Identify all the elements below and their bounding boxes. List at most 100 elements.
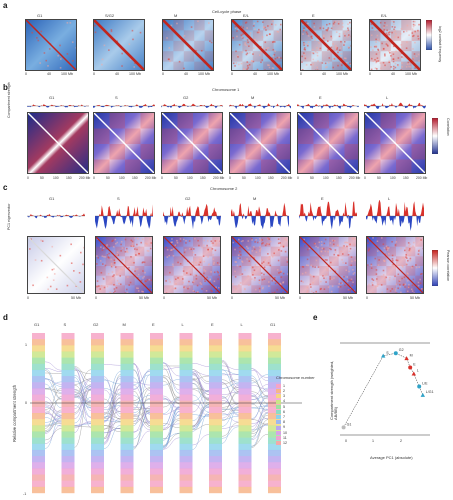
panel-d-bar-2-10 (91, 394, 104, 401)
panel-d-bar-0-2 (32, 345, 45, 352)
panel-d-legend-swatch-6 (276, 415, 281, 420)
panel-d-flow (74, 405, 92, 424)
panel-a-tick-end-5: 100 Mb (405, 72, 417, 76)
panel-d-flow (133, 392, 151, 450)
panel-d-bar-4-24 (150, 480, 163, 488)
panel-d-flow (192, 404, 210, 427)
panel-d-bar-8-16 (268, 431, 281, 438)
panel-d-flow (103, 392, 121, 415)
panel-d-bar-8-1 (268, 339, 281, 346)
panel-c-stage-3: M (253, 196, 257, 201)
panel-d-bar-5-0 (179, 333, 193, 340)
panel-d-bar-0-0 (32, 333, 45, 340)
panel-d-bar-5-10 (179, 394, 193, 401)
panel-d-bar-2-15 (91, 425, 104, 432)
panel-d-bar-2-4 (91, 357, 104, 364)
panel-d-bar-8-12 (268, 406, 281, 414)
panel-d-bar-1-12 (61, 406, 75, 414)
panel-b-heatmap-2 (161, 112, 223, 174)
panel-d-bar-1-15 (61, 425, 75, 432)
panel-c-stage-2: G2 (185, 196, 191, 201)
panel-d-bar-8-5 (268, 363, 281, 371)
panel-d-bar-7-13 (238, 413, 252, 420)
panel-d-flow (162, 380, 180, 404)
panel-d-flow (251, 407, 269, 410)
panel-d-flow (251, 414, 269, 437)
panel-d-flow (221, 403, 239, 419)
panel-d-flow (192, 379, 210, 401)
panel-a-tick-mid-3: 40 (253, 72, 257, 76)
panel-d-flow (74, 421, 92, 428)
panel-d-bar-5-2 (179, 345, 193, 352)
panel-d-flow (103, 364, 121, 366)
panel-a-stage-4: E (312, 13, 315, 18)
panel-d-flow (103, 394, 121, 423)
panel-d-flow (44, 370, 62, 399)
panel-d-bar-3-7 (120, 376, 134, 383)
panel-c-stage-0: G1 (49, 196, 55, 201)
panel-d-flow (251, 404, 269, 431)
panel-b-track-3 (229, 103, 291, 109)
panel-b-tick-3-0: 0 (229, 176, 231, 180)
panel-d-flow (251, 368, 269, 392)
panel-d-flow (44, 401, 62, 418)
panel-c-tick-end-3: 50 Mb (275, 296, 285, 300)
panel-d-bar-7-24 (238, 480, 252, 488)
panel-d-bar-8-22 (268, 468, 281, 475)
panel-d-bar-4-7 (150, 376, 163, 383)
panel-d-bar-4-0 (150, 333, 163, 340)
panel-d-bar-5-24 (179, 480, 193, 488)
panel-d-flow (44, 387, 62, 415)
panel-d-flow (221, 360, 239, 386)
panel-d-bar-7-6 (238, 369, 252, 377)
panel-d-bar-8-8 (268, 382, 281, 389)
panel-d-flow (221, 379, 239, 390)
panel-b-tick-3-3: 150 (268, 176, 274, 180)
panel-d-bar-5-4 (179, 357, 193, 364)
panel-e-point-label-4: E (413, 363, 416, 367)
panel-d-flow (44, 388, 62, 394)
panel-c-tick-end-5: 50 Mb (410, 296, 420, 300)
panel-d-bar-1-6 (61, 369, 75, 377)
panel-d-flow (133, 362, 151, 424)
panel-d-flow (221, 373, 239, 383)
panel-d-legend-item-4: 5 (283, 404, 285, 409)
panel-d-bar-4-16 (150, 431, 163, 438)
panel-d-bar-3-23 (120, 474, 134, 481)
panel-a-stage-2: M (174, 13, 178, 18)
panel-d-stage-8: G1 (270, 322, 276, 327)
panel-d-flow (221, 426, 239, 439)
panel-a-label: a (3, 1, 8, 10)
panel-b-tick-3-1: 50 (242, 176, 246, 180)
panel-d-flow (103, 405, 121, 410)
panel-d-bar-8-18 (268, 443, 281, 451)
panel-d-legend-swatch-3 (276, 399, 281, 404)
panel-d-flow (251, 425, 269, 431)
panel-b-tick-4-4: 200 Mb (349, 176, 361, 180)
panel-d-flow (44, 378, 62, 400)
panel-d-bar-7-8 (238, 382, 252, 389)
panel-b-header: Chromosome 1 (212, 87, 240, 92)
panel-a-tick-mid-2: 40 (184, 72, 188, 76)
panel-d-bar-3-14 (120, 419, 134, 426)
panel-d-flow (133, 406, 151, 433)
panel-d-flow (44, 383, 62, 409)
panel-d-flow (192, 404, 210, 421)
panel-e-point-label-3: M (410, 353, 413, 357)
panel-d-bar-5-13 (179, 413, 193, 420)
panel-d-flow (251, 405, 269, 408)
panel-b-stage-0: G1 (49, 95, 55, 100)
panel-e-point-label-2: G2 (399, 348, 404, 352)
panel-b-tick-2-2: 100 (187, 176, 193, 180)
panel-d-flow (103, 401, 121, 422)
panel-d-bar-4-15 (150, 425, 163, 432)
panel-d-bar-7-17 (238, 437, 252, 444)
panel-c-tick-end-2: 50 Mb (207, 296, 217, 300)
panel-d-flow (103, 421, 121, 430)
panel-d-bar-6-13 (209, 413, 222, 420)
panel-d-bar-0-25 (32, 486, 45, 494)
panel-d-stage-2: G2 (93, 322, 99, 327)
panel-d-flow (103, 388, 121, 395)
panel-a-tick-start-3: 0 (231, 72, 233, 76)
panel-d-bar-5-3 (179, 351, 193, 358)
